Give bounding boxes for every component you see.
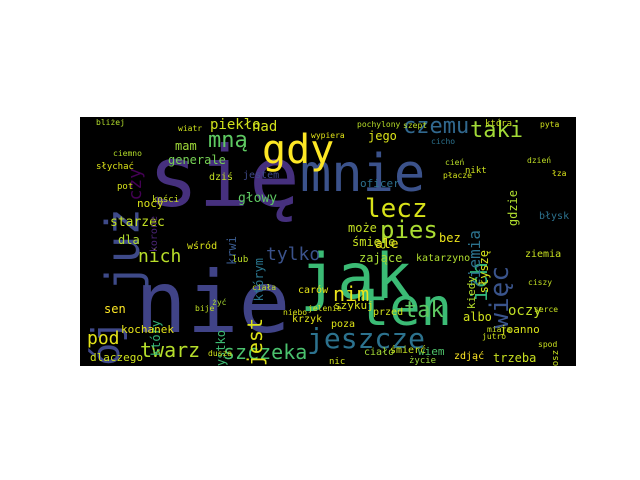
cloud-word: oczy	[508, 303, 542, 319]
cloud-word: ale	[375, 237, 399, 252]
cloud-word: jelenie	[308, 304, 342, 313]
cloud-word: błysk	[539, 211, 570, 222]
cloud-word: gdy	[262, 127, 335, 173]
cloud-word: słychać	[96, 162, 134, 172]
cloud-word: serce	[534, 305, 559, 314]
cloud-word: szczeka	[223, 340, 308, 364]
cloud-word: poza	[331, 319, 356, 330]
cloud-word: carów	[298, 285, 329, 296]
cloud-word: oficer	[360, 177, 400, 190]
cloud-word: jeszcze	[307, 322, 426, 355]
cloud-word: trzeba	[493, 351, 537, 365]
cloud-word: jestem	[243, 170, 280, 181]
cloud-word: kiedy	[465, 276, 478, 310]
word-cloud: się nie jak mnie ten już mój gdy jeszcze…	[80, 117, 576, 366]
cloud-word: głowy	[238, 191, 278, 206]
cloud-word: mną	[208, 128, 248, 153]
cloud-word: sen	[104, 302, 126, 316]
cloud-word: pod	[87, 328, 120, 349]
cloud-word: szept	[403, 121, 428, 130]
cloud-word: cicho	[431, 137, 456, 146]
cloud-word: czemu	[403, 117, 470, 139]
cloud-word: jutro	[482, 332, 507, 341]
cloud-word: wiatr	[178, 124, 203, 133]
cloud-word: albo	[463, 310, 492, 324]
cloud-word: dziś	[209, 172, 234, 183]
cloud-word: która	[485, 119, 513, 129]
cloud-word: nich	[138, 246, 182, 267]
cloud-word: ciemno	[113, 149, 142, 158]
cloud-word: nic	[329, 357, 346, 367]
cloud-word: wypiera	[311, 131, 345, 140]
cloud-word: nie	[135, 253, 291, 353]
cloud-word: starzec	[110, 215, 165, 230]
cloud-word: generale	[168, 153, 226, 167]
cloud-word: się	[148, 128, 300, 226]
cloud-word: nad	[252, 119, 278, 135]
cloud-word: wszystko	[214, 330, 228, 366]
cloud-word: tak	[404, 298, 444, 323]
cloud-word: żyć	[212, 298, 227, 307]
cloud-word: kości	[152, 195, 180, 205]
cloud-word: szykuj	[334, 299, 374, 312]
cloud-word: ciszy	[528, 278, 553, 287]
cloud-word: dzień	[527, 156, 552, 165]
cloud-word: cień	[445, 158, 465, 167]
cloud-word: bije	[195, 304, 215, 313]
cloud-word: którym	[252, 258, 266, 302]
cloud-word: łza	[552, 169, 567, 178]
cloud-word: taki	[470, 118, 523, 143]
cloud-word: nocy	[137, 197, 164, 210]
cloud-word: korone	[149, 216, 160, 253]
cloud-word: ten	[358, 278, 452, 338]
cloud-word: lub	[232, 255, 249, 265]
cloud-word: śmierć	[390, 345, 427, 356]
cloud-word: ciało	[364, 347, 395, 358]
cloud-word: zające	[359, 251, 403, 265]
cloud-word: jego	[368, 129, 397, 143]
cloud-word: joanno	[500, 323, 540, 336]
cloud-word: twarz	[140, 338, 201, 362]
cloud-word: dusza	[208, 349, 233, 358]
cloud-word: niebo	[283, 308, 308, 317]
cloud-word: bliżej	[96, 118, 125, 127]
cloud-word: nim	[333, 282, 370, 306]
cloud-word: gdzie	[506, 190, 520, 227]
cloud-word: dla	[118, 233, 140, 247]
cloud-word: mam	[175, 139, 197, 153]
cloud-word: wiem	[418, 345, 445, 358]
cloud-word: zdjąć	[454, 351, 485, 362]
cloud-word: słyszę	[477, 250, 491, 294]
cloud-word: lecz	[365, 194, 428, 224]
cloud-word: nikt	[465, 166, 487, 176]
cloud-word: wśród	[187, 241, 218, 252]
cloud-word: jak	[300, 240, 412, 313]
cloud-word: pyta	[540, 120, 560, 129]
cloud-word: piekło	[210, 117, 261, 133]
cloud-word: jest	[243, 318, 267, 366]
cloud-word: tylko	[266, 244, 321, 265]
cloud-word: kochanek	[121, 323, 174, 336]
cloud-word: życie	[409, 356, 437, 366]
cloud-word: płacze	[443, 171, 472, 180]
cloud-word: mnie	[300, 144, 426, 204]
cloud-word: katarzyno	[416, 253, 471, 264]
cloud-word: może	[348, 221, 377, 235]
cloud-word: śmieje	[352, 235, 396, 249]
cloud-word: rozkosz	[551, 350, 561, 366]
cloud-word: miara	[487, 325, 512, 334]
cloud-word: krzyk	[292, 314, 323, 325]
cloud-word: bez	[439, 231, 461, 245]
cloud-word: ziemia	[525, 249, 562, 260]
cloud-word: spod	[538, 340, 558, 349]
cloud-word: pies	[380, 216, 438, 244]
cloud-word: pot	[117, 182, 134, 192]
cloud-word: dlaczego	[90, 351, 143, 364]
cloud-word: pochylony	[357, 120, 401, 129]
cloud-word: ciała	[252, 283, 277, 292]
cloud-word: przed	[373, 307, 404, 318]
